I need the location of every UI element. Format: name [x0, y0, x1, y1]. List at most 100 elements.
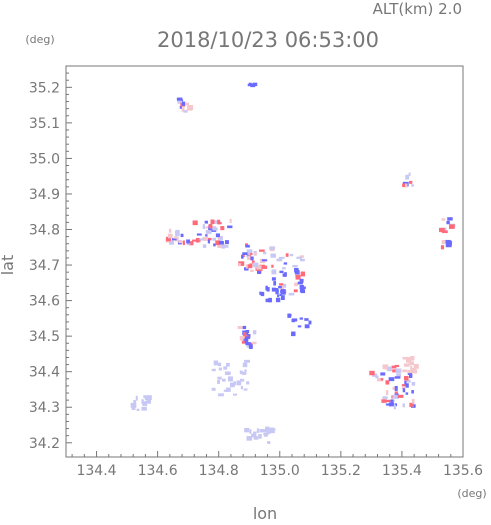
echo-point [252, 330, 257, 335]
echo-point [183, 110, 188, 113]
echo-point [411, 184, 414, 187]
echo-point [250, 83, 256, 88]
echo-point [391, 365, 397, 369]
echo-point [222, 378, 226, 382]
y-tick-label: 35.2 [29, 80, 60, 96]
echo-point [253, 431, 257, 435]
echo-point [215, 233, 220, 238]
echo-point [448, 224, 455, 229]
echo-point [404, 379, 411, 383]
echo-point [385, 403, 392, 406]
y-tick-label: 35.0 [29, 151, 60, 167]
echo-point [246, 343, 250, 348]
echo-point [225, 389, 230, 392]
echo-point [207, 239, 211, 244]
echo-point [212, 237, 216, 241]
echo-point [242, 362, 248, 368]
echo-point [300, 289, 305, 294]
echo-point [177, 98, 182, 104]
echo-point [227, 225, 233, 229]
echo-point [250, 252, 253, 256]
echo-point [173, 236, 178, 239]
echo-point [404, 380, 407, 385]
echo-point [299, 278, 304, 283]
echo-point [380, 372, 386, 376]
echo-point [279, 293, 282, 296]
echo-point [281, 292, 286, 295]
echo-point [408, 361, 415, 365]
echo-point [402, 356, 409, 360]
echo-point [222, 245, 229, 248]
echo-point [258, 268, 263, 272]
echo-point [388, 377, 395, 382]
echo-point [254, 252, 258, 256]
echo-point [257, 269, 262, 274]
echo-point [411, 398, 415, 404]
echo-point [247, 334, 251, 338]
echo-point [168, 240, 174, 245]
echo-point [405, 358, 411, 363]
echo-point [239, 336, 245, 341]
echo-point [133, 400, 137, 404]
echo-point [252, 341, 257, 345]
echo-point [397, 394, 404, 398]
echo-point [220, 226, 225, 231]
echo-point [168, 228, 172, 233]
echo-point [265, 285, 268, 291]
echo-point [299, 258, 305, 262]
echo-point [297, 325, 302, 328]
echo-point [219, 236, 223, 241]
echo-point [372, 373, 378, 377]
echo-point [246, 381, 250, 385]
echo-point [218, 367, 222, 371]
echo-point [249, 429, 252, 434]
echo-point [251, 260, 255, 264]
echo-point [413, 363, 419, 369]
echo-point [297, 281, 303, 285]
echo-point [441, 240, 446, 244]
echo-point [304, 318, 309, 321]
echo-point [256, 265, 263, 270]
echo-point [166, 236, 172, 242]
echo-point [219, 221, 222, 225]
x-tick-label: 135.6 [443, 463, 483, 479]
echo-point [288, 292, 295, 296]
y-tick-label: 34.9 [29, 187, 60, 203]
echo-point [205, 226, 209, 229]
echo-point [213, 360, 219, 366]
echo-point [402, 403, 405, 408]
echo-point [299, 255, 304, 258]
echo-point [186, 239, 191, 244]
echo-point [141, 399, 144, 404]
echo-point [275, 297, 281, 303]
echo-point [287, 313, 292, 318]
echo-point [380, 378, 384, 381]
echo-point [167, 233, 173, 239]
echo-point [246, 436, 253, 441]
echo-point [262, 429, 266, 433]
echo-point [270, 253, 276, 258]
echo-point [273, 281, 277, 286]
echo-point [283, 262, 288, 265]
echo-point [396, 374, 402, 379]
echo-point [261, 259, 268, 262]
echo-point [390, 399, 394, 404]
echo-point [381, 399, 387, 403]
echo-point [224, 371, 231, 376]
echo-point [199, 238, 205, 241]
echo-point [410, 367, 417, 372]
echo-point [404, 375, 409, 381]
echo-point [291, 331, 296, 337]
echo-point [258, 434, 262, 439]
echo-point [253, 436, 259, 440]
echo-point [136, 408, 140, 411]
echo-point [269, 428, 275, 434]
echo-point [300, 286, 306, 290]
echo-point [238, 261, 245, 266]
y-tick-label: 34.8 [29, 223, 60, 239]
echo-point [217, 376, 222, 380]
tick-layer: 134.4 134.6 134.8 135.0 135.2 135.4 135.6 34.2 3… [29, 72, 483, 479]
echo-point [261, 265, 268, 269]
y-axis-label: lat [0, 255, 17, 276]
